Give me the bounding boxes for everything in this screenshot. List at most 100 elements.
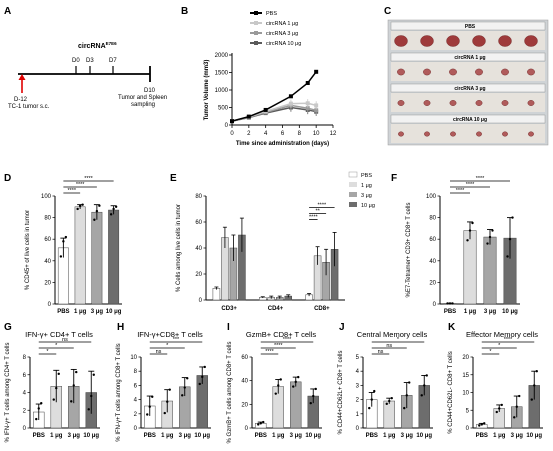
- data-point: [533, 384, 536, 387]
- data-point: [35, 417, 38, 421]
- data-point: [370, 398, 373, 401]
- tumor-specimen-image: [527, 68, 535, 76]
- b-y-tick-label: 1000: [215, 88, 229, 94]
- data-point: [292, 385, 295, 388]
- data-point: [446, 302, 449, 305]
- x-tick-label: 3 μg: [511, 433, 524, 439]
- svg-text:circRNA 10 μg: circRNA 10 μg: [266, 41, 301, 47]
- x-tick-label: 1 μg: [464, 309, 477, 315]
- tumor-specimen-image: [398, 131, 404, 137]
- significance-label: ***: [173, 337, 180, 343]
- data-point: [423, 384, 426, 387]
- k-y-axis-label: % CD44+CD62L- CD8+ T cells: [448, 351, 454, 433]
- x-tick-label: PBS: [255, 433, 267, 439]
- data-point: [93, 218, 96, 221]
- x-tick-label: PBS: [144, 433, 156, 439]
- data-point: [408, 381, 411, 384]
- x-tick-label: 10 μg: [416, 433, 432, 439]
- significance-label: ****: [318, 202, 327, 208]
- y-tick-label: 0: [245, 426, 249, 432]
- data-point: [425, 374, 428, 377]
- y-tick-label: 6: [134, 383, 138, 389]
- y-tick-label: 8: [134, 369, 138, 375]
- data-point: [259, 422, 262, 425]
- y-tick-label: 20: [44, 280, 51, 286]
- tumor-specimen-image: [450, 131, 456, 137]
- data-point: [403, 406, 406, 410]
- tumor-specimen-image: [420, 35, 434, 47]
- timeline-label-d3: D3: [86, 58, 94, 64]
- b-y-tick-label: 2000: [215, 53, 229, 59]
- panel-e-chart: 0 20 40 60 80 % Cells among live cells in tum…: [176, 194, 345, 312]
- significance-label: ****: [309, 214, 318, 220]
- tumor-specimen-image: [423, 100, 431, 106]
- b-x-tick-label: 0: [230, 131, 234, 137]
- b-x-tick-label: 10: [313, 131, 320, 137]
- panel-letter-k: K: [448, 322, 456, 333]
- tumor-specimen-image: [502, 131, 508, 137]
- b-data-point: [288, 94, 293, 99]
- data-point: [506, 255, 509, 258]
- tumor-specimen-image: [424, 131, 430, 137]
- y-tick-label: 0: [134, 426, 138, 432]
- y-tick-label: 60: [195, 220, 202, 226]
- x-tick-label: 3 μg: [290, 433, 303, 439]
- panel-j-chart: Central Memory cells 0 1 2 3 4 5 % CD44+CD62L+ …: [338, 330, 433, 439]
- b-x-tick-label: 2: [247, 131, 251, 137]
- y-tick-label: 4: [23, 391, 27, 397]
- y-tick-label: 8: [23, 355, 27, 361]
- data-point: [87, 408, 90, 411]
- j-title: Central Memory cells: [357, 330, 428, 339]
- data-point: [451, 302, 454, 305]
- x-tick-label: PBS: [57, 309, 69, 315]
- legend-label-e-1ug: 1 μg: [361, 183, 372, 189]
- y-tick-label: 10: [130, 355, 137, 361]
- data-point: [95, 209, 99, 213]
- g-title: IFN-γ+ CD4+ T cells: [25, 330, 93, 339]
- data-point: [55, 386, 58, 390]
- b-x-tick-label: 4: [264, 131, 268, 137]
- x-tick-label: CD4+: [268, 306, 284, 312]
- significance-label: ****: [274, 343, 283, 349]
- k-title: Effector Memory cells: [466, 330, 538, 339]
- bar: [212, 288, 221, 301]
- significance-label: ns: [156, 349, 162, 355]
- b-data-point: [246, 114, 251, 119]
- data-point: [274, 392, 277, 395]
- tumor-specimen-image: [524, 35, 538, 47]
- bar: [74, 206, 86, 305]
- photo-strip-label: PBS: [465, 24, 476, 30]
- x-tick-label: PBS: [366, 433, 378, 439]
- data-point: [148, 405, 151, 408]
- x-tick-label: PBS: [33, 433, 45, 439]
- h-title: IFN-γ+CD8+ T cells: [137, 330, 203, 339]
- timeline-start-label: D-12: [14, 97, 28, 103]
- y-tick-label: 0: [356, 426, 360, 432]
- legend-label-pbs: PBS: [266, 11, 277, 17]
- bar: [463, 230, 477, 305]
- data-point: [163, 411, 166, 415]
- panel-k-chart: Effector Memory cells 0 5 10 15 20 % CD44+CD62…: [448, 330, 543, 439]
- x-tick-label: 3 μg: [179, 433, 192, 439]
- tumor-specimen-image: [397, 100, 405, 106]
- panel-e-legend: PBS 1 μg 3 μg 10 μg: [348, 171, 375, 209]
- x-tick-label: 1 μg: [383, 433, 396, 439]
- data-point: [314, 387, 317, 391]
- tumor-specimen-image: [397, 68, 405, 76]
- data-point: [420, 394, 423, 397]
- panel-d-chart: 0 20 40 60 80 100 % CD45+ of live cells in tum…: [25, 176, 122, 315]
- i-title: GzmB+ CD8+ T cells: [246, 330, 316, 339]
- b-x-axis-label: Time since administration (days): [236, 141, 329, 147]
- data-point: [76, 207, 79, 211]
- data-point: [181, 394, 184, 397]
- x-tick-label: 3 μg: [484, 309, 497, 315]
- y-tick-label: 0: [199, 298, 203, 304]
- tumor-specimen-image: [475, 68, 483, 76]
- y-tick-label: 0: [466, 426, 470, 432]
- data-point: [109, 213, 113, 216]
- tumor-specimen-image: [527, 100, 535, 106]
- data-point: [518, 394, 521, 398]
- y-tick-label: 6: [23, 373, 27, 379]
- data-point: [78, 204, 82, 207]
